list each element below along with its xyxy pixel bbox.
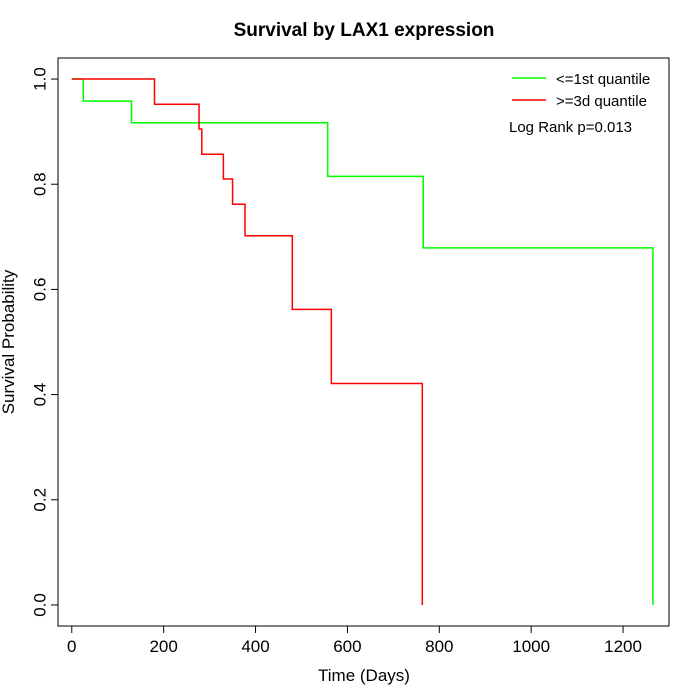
y-axis: 0.0 0.2 0.4 0.6 0.8 1.0 xyxy=(30,67,59,617)
chart-title: Survival by LAX1 expression xyxy=(234,20,495,41)
y-tick-label: 0.0 xyxy=(30,593,49,617)
y-axis-label: Survival Probability xyxy=(0,269,18,414)
legend-label-high: >=3d quantile xyxy=(556,93,647,110)
y-tick-label: 0.6 xyxy=(30,278,49,302)
y-tick-label: 1.0 xyxy=(30,67,49,91)
x-tick-label: 200 xyxy=(149,637,177,656)
x-tick-label: 1000 xyxy=(512,637,550,656)
y-tick-label: 0.4 xyxy=(30,383,49,407)
y-tick-label: 0.8 xyxy=(30,172,49,196)
x-axis-label: Time (Days) xyxy=(318,666,410,685)
x-tick-label: 400 xyxy=(241,637,269,656)
log-rank-annotation: Log Rank p=0.013 xyxy=(509,119,632,136)
series-line-1 xyxy=(71,78,424,605)
plot-frame xyxy=(57,57,670,627)
y-tick-label: 0.2 xyxy=(30,488,49,512)
x-axis: 0 200 400 600 800 1000 1200 xyxy=(67,625,642,656)
legend: <=1st quantile >=3d quantile xyxy=(512,71,650,110)
x-tick-label: 1200 xyxy=(604,637,642,656)
series-line-0 xyxy=(71,78,654,605)
x-tick-label: 600 xyxy=(333,637,361,656)
x-tick-label: 800 xyxy=(425,637,453,656)
series-layer xyxy=(71,78,654,605)
x-tick-label: 0 xyxy=(67,637,76,656)
legend-label-low: <=1st quantile xyxy=(556,71,650,88)
